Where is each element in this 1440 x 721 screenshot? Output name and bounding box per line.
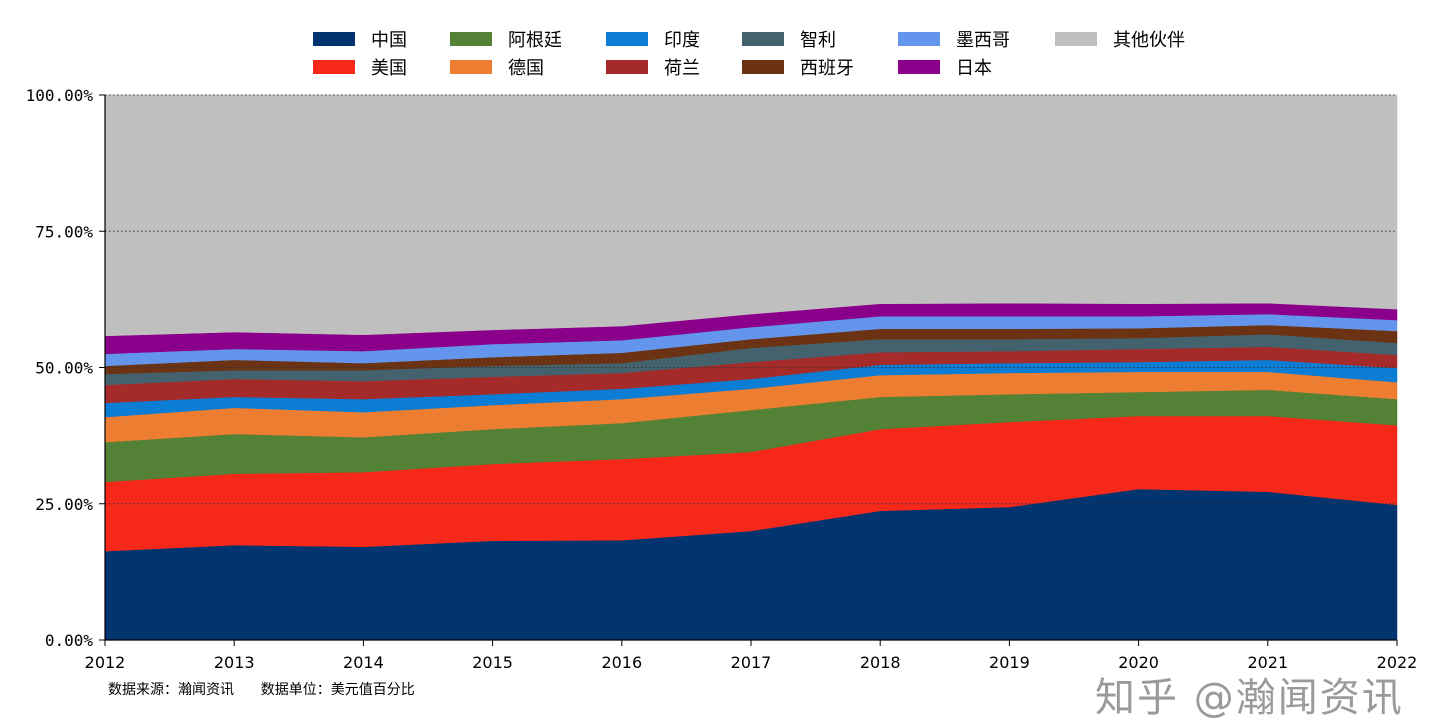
legend-item: 阿根廷: [450, 26, 562, 52]
legend-label: 阿根廷: [508, 30, 562, 51]
x-tick-label: 2022: [1377, 653, 1418, 672]
source-note: 数据来源：瀚闻资讯: [108, 682, 234, 698]
y-tick-label: 0.00%: [45, 631, 94, 650]
legend-label: 印度: [664, 30, 700, 51]
legend-swatch: [313, 60, 355, 74]
legend-item: 荷兰: [606, 54, 700, 80]
legend-label: 智利: [800, 30, 836, 51]
unit-note: 数据单位：美元值百分比: [260, 682, 415, 698]
legend-item: 美国: [313, 54, 407, 80]
legend: 中国 阿根廷 印度 智利 墨西哥 其他伙伴美国 德国 荷兰 西班牙 日本: [0, 0, 1440, 90]
legend-item: 印度: [606, 26, 700, 52]
legend-item: 西班牙: [742, 54, 854, 80]
legend-swatch: [742, 32, 784, 46]
legend-label: 墨西哥: [956, 30, 1010, 51]
x-tick-label: 2021: [1247, 653, 1288, 672]
legend-item: 日本: [898, 54, 992, 80]
x-tick-label: 2020: [1118, 653, 1159, 672]
legend-swatch: [606, 60, 648, 74]
legend-item: 中国: [313, 26, 407, 52]
x-tick-label: 2015: [472, 653, 513, 672]
legend-swatch: [742, 60, 784, 74]
watermark: 知乎 @瀚闻资讯: [1095, 675, 1404, 721]
legend-swatch: [450, 32, 492, 46]
legend-label: 中国: [371, 30, 407, 51]
legend-item: 墨西哥: [898, 26, 1010, 52]
x-tick-label: 2013: [214, 653, 255, 672]
legend-swatch: [450, 60, 492, 74]
legend-label: 日本: [956, 58, 992, 79]
legend-swatch: [1055, 32, 1097, 46]
legend-item: 德国: [450, 54, 544, 80]
x-tick-label: 2014: [343, 653, 384, 672]
footer: 数据来源：瀚闻资讯 数据单位：美元值百分比: [108, 681, 415, 699]
legend-label: 西班牙: [800, 58, 854, 79]
legend-label: 其他伙伴: [1113, 30, 1185, 51]
area-series-10: [104, 94, 1398, 337]
y-tick-label: 25.00%: [35, 495, 93, 514]
legend-swatch: [898, 32, 940, 46]
legend-swatch: [898, 60, 940, 74]
legend-label: 美国: [371, 58, 407, 79]
x-tick-label: 2016: [601, 653, 642, 672]
legend-item: 智利: [742, 26, 836, 52]
legend-item: 其他伙伴: [1055, 26, 1185, 52]
x-tick-label: 2012: [85, 653, 126, 672]
x-tick-label: 2017: [731, 653, 772, 672]
y-tick-label: 50.00%: [35, 359, 93, 378]
legend-swatch: [313, 32, 355, 46]
x-tick-label: 2019: [989, 653, 1030, 672]
legend-swatch: [606, 32, 648, 46]
x-tick-label: 2018: [860, 653, 901, 672]
legend-label: 德国: [508, 58, 544, 79]
y-tick-label: 75.00%: [35, 222, 93, 241]
legend-label: 荷兰: [664, 58, 700, 79]
y-tick-label: 100.00%: [26, 86, 94, 105]
